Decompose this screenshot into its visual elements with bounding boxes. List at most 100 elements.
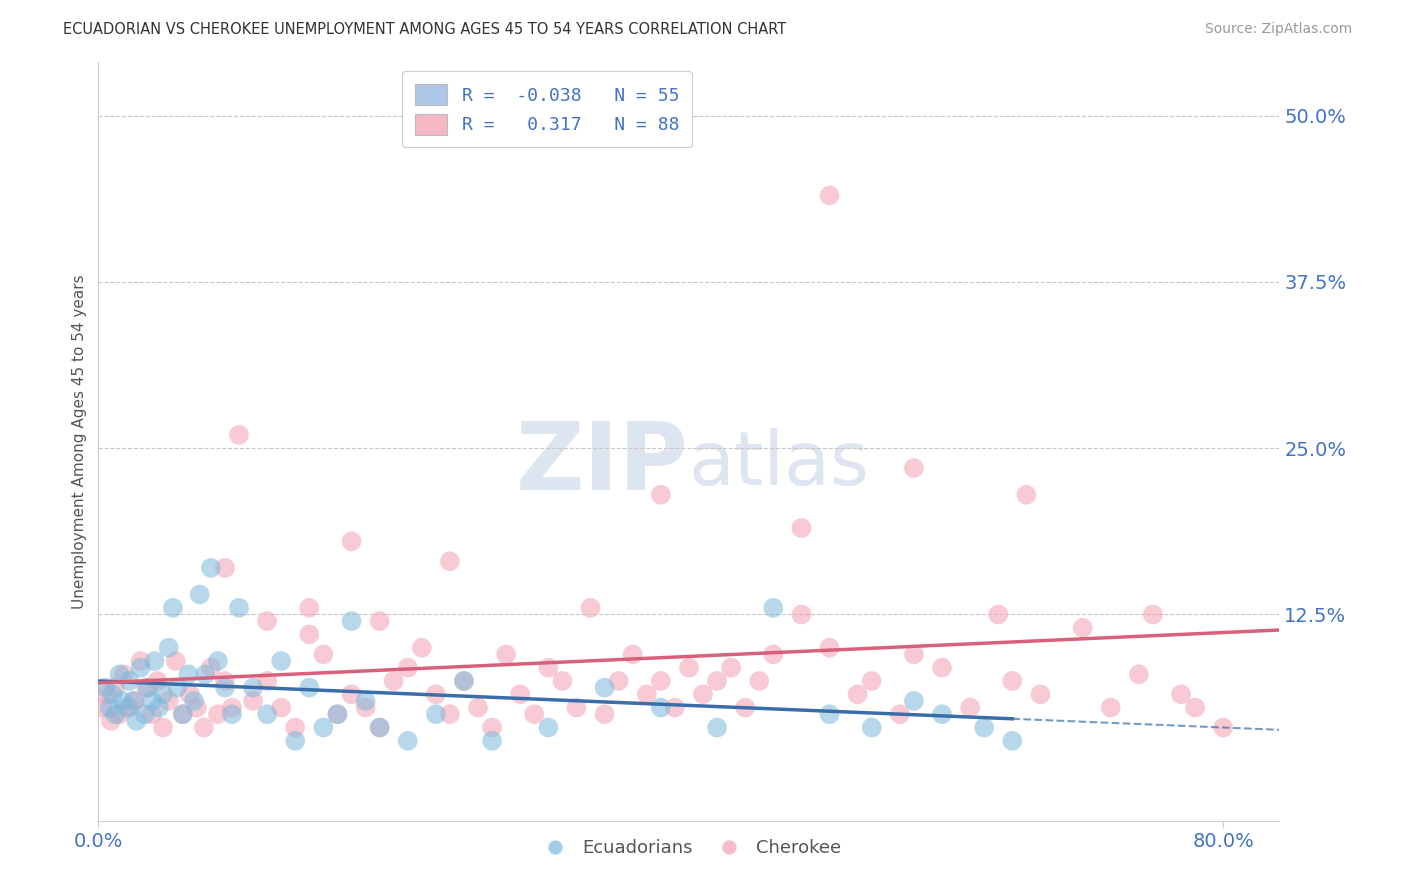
Point bbox=[284, 734, 307, 748]
Point bbox=[481, 734, 503, 748]
Point bbox=[152, 687, 174, 701]
Point bbox=[177, 667, 200, 681]
Point bbox=[354, 694, 377, 708]
Point bbox=[1212, 721, 1234, 735]
Point bbox=[509, 687, 531, 701]
Point bbox=[111, 694, 134, 708]
Point bbox=[214, 673, 236, 688]
Point bbox=[340, 614, 363, 628]
Point bbox=[467, 700, 489, 714]
Point bbox=[115, 700, 138, 714]
Point bbox=[368, 721, 391, 735]
Point bbox=[242, 681, 264, 695]
Point bbox=[762, 648, 785, 662]
Point bbox=[664, 700, 686, 714]
Point bbox=[860, 721, 883, 735]
Point bbox=[1001, 673, 1024, 688]
Point bbox=[790, 521, 813, 535]
Point bbox=[621, 648, 644, 662]
Text: Source: ZipAtlas.com: Source: ZipAtlas.com bbox=[1205, 22, 1353, 37]
Point bbox=[157, 640, 180, 655]
Point bbox=[256, 707, 278, 722]
Point bbox=[193, 721, 215, 735]
Point bbox=[720, 661, 742, 675]
Point bbox=[790, 607, 813, 622]
Point bbox=[1099, 700, 1122, 714]
Point bbox=[228, 600, 250, 615]
Point bbox=[1001, 734, 1024, 748]
Y-axis label: Unemployment Among Ages 45 to 54 years: Unemployment Among Ages 45 to 54 years bbox=[72, 274, 87, 609]
Point bbox=[1128, 667, 1150, 681]
Point bbox=[607, 673, 630, 688]
Point bbox=[818, 188, 841, 202]
Point bbox=[453, 673, 475, 688]
Point bbox=[284, 721, 307, 735]
Point bbox=[523, 707, 546, 722]
Point bbox=[818, 707, 841, 722]
Point bbox=[706, 673, 728, 688]
Point bbox=[207, 707, 229, 722]
Point bbox=[678, 661, 700, 675]
Point bbox=[312, 721, 335, 735]
Legend: Ecuadorians, Cherokee: Ecuadorians, Cherokee bbox=[530, 832, 848, 864]
Point bbox=[748, 673, 770, 688]
Point bbox=[396, 661, 419, 675]
Point bbox=[340, 687, 363, 701]
Point bbox=[166, 681, 188, 695]
Point bbox=[903, 694, 925, 708]
Point bbox=[860, 673, 883, 688]
Point bbox=[91, 700, 114, 714]
Point bbox=[256, 673, 278, 688]
Point bbox=[162, 600, 184, 615]
Point bbox=[368, 721, 391, 735]
Point bbox=[354, 700, 377, 714]
Point bbox=[94, 681, 117, 695]
Point bbox=[298, 627, 321, 641]
Point bbox=[650, 488, 672, 502]
Point bbox=[122, 694, 145, 708]
Point bbox=[706, 721, 728, 735]
Point bbox=[326, 707, 349, 722]
Point bbox=[650, 673, 672, 688]
Point bbox=[183, 694, 205, 708]
Point bbox=[903, 648, 925, 662]
Point bbox=[221, 707, 243, 722]
Point bbox=[396, 734, 419, 748]
Point bbox=[104, 681, 127, 695]
Point bbox=[495, 648, 517, 662]
Point bbox=[593, 707, 616, 722]
Point bbox=[135, 681, 157, 695]
Point bbox=[270, 654, 292, 668]
Point bbox=[818, 640, 841, 655]
Point bbox=[125, 714, 148, 728]
Point bbox=[551, 673, 574, 688]
Point bbox=[762, 600, 785, 615]
Point bbox=[129, 654, 152, 668]
Point bbox=[96, 687, 118, 701]
Point bbox=[108, 667, 131, 681]
Point bbox=[1029, 687, 1052, 701]
Point bbox=[100, 714, 122, 728]
Point bbox=[903, 461, 925, 475]
Point bbox=[636, 687, 658, 701]
Point bbox=[1142, 607, 1164, 622]
Point bbox=[108, 707, 131, 722]
Point bbox=[136, 681, 159, 695]
Point bbox=[565, 700, 588, 714]
Point bbox=[846, 687, 869, 701]
Point bbox=[112, 667, 135, 681]
Point bbox=[579, 600, 602, 615]
Point bbox=[194, 667, 217, 681]
Point bbox=[141, 707, 163, 722]
Point bbox=[650, 700, 672, 714]
Point bbox=[214, 681, 236, 695]
Text: ECUADORIAN VS CHEROKEE UNEMPLOYMENT AMONG AGES 45 TO 54 YEARS CORRELATION CHART: ECUADORIAN VS CHEROKEE UNEMPLOYMENT AMON… bbox=[63, 22, 786, 37]
Point bbox=[973, 721, 995, 735]
Point bbox=[382, 673, 405, 688]
Point bbox=[537, 661, 560, 675]
Point bbox=[172, 707, 194, 722]
Point bbox=[148, 700, 170, 714]
Point bbox=[453, 673, 475, 688]
Point bbox=[104, 707, 127, 722]
Point bbox=[987, 607, 1010, 622]
